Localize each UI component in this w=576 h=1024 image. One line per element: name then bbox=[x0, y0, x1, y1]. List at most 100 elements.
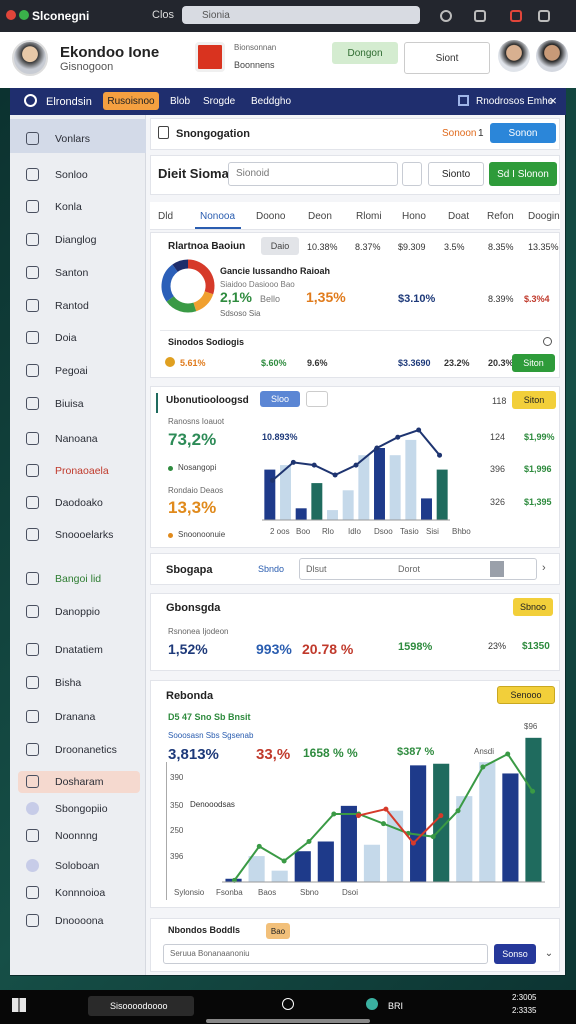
sidebar-item[interactable]: Rantod bbox=[55, 300, 89, 312]
tab[interactable]: Deon bbox=[308, 211, 332, 222]
chip[interactable]: Bao bbox=[266, 923, 290, 939]
profile-button[interactable]: Siont bbox=[404, 42, 490, 74]
tab[interactable]: Hono bbox=[402, 211, 426, 222]
tab[interactable]: Nonooa bbox=[200, 211, 236, 222]
sub-arrow[interactable] bbox=[543, 337, 552, 346]
line-point bbox=[281, 858, 287, 864]
filter-link[interactable]: Sbndo bbox=[258, 564, 285, 574]
sidebar-item[interactable]: Sonloo bbox=[55, 169, 88, 181]
report-line: Sooosasn Sbs Sgsenab bbox=[168, 731, 254, 740]
line-point bbox=[256, 843, 262, 849]
sidebar-item[interactable]: Konla bbox=[55, 201, 82, 213]
tab[interactable]: Rlomi bbox=[356, 211, 382, 222]
sidebar-item[interactable]: Daodoako bbox=[55, 497, 103, 509]
search-input[interactable] bbox=[228, 162, 398, 186]
app-tab[interactable]: Blob bbox=[170, 96, 191, 107]
sidebar-item[interactable]: Konnnoioa bbox=[55, 887, 106, 899]
sidebar-item[interactable]: Pegoai bbox=[55, 365, 88, 377]
summary-stat: $3.10% bbox=[398, 293, 436, 305]
axis-label: 396 bbox=[490, 464, 506, 474]
sidebar-item[interactable]: Dnatatiem bbox=[55, 644, 103, 656]
taskbar-icon[interactable] bbox=[366, 998, 378, 1010]
filter-input[interactable] bbox=[299, 558, 537, 580]
app-tab[interactable]: Beddgho bbox=[251, 96, 292, 107]
chevron[interactable]: › bbox=[542, 562, 546, 574]
card-title: Rlartnoa Baoiun bbox=[168, 241, 246, 252]
header-button[interactable]: Sonon bbox=[490, 123, 556, 143]
right-value: $1,996 bbox=[524, 464, 552, 474]
search-placeholder: Sionoid bbox=[236, 168, 270, 179]
taskbar-icon[interactable] bbox=[282, 998, 294, 1010]
address-bar[interactable] bbox=[182, 6, 420, 24]
taskbar-app[interactable] bbox=[88, 996, 194, 1016]
header-title: Snongogation bbox=[176, 128, 250, 140]
bar bbox=[456, 796, 473, 882]
sidebar-item[interactable]: Noonnng bbox=[55, 830, 98, 842]
sidebar-item[interactable]: Santon bbox=[55, 267, 89, 279]
sidebar-item[interactable]: Bangoi lid bbox=[55, 573, 102, 585]
browser-icon[interactable] bbox=[474, 10, 486, 22]
card-icon[interactable] bbox=[306, 391, 328, 407]
donut-segment bbox=[187, 259, 215, 295]
profile-button[interactable]: Dongon bbox=[332, 42, 398, 64]
browser-icon[interactable] bbox=[440, 10, 452, 22]
x-label: Rlo bbox=[322, 527, 335, 536]
sidebar-item[interactable]: Dianglog bbox=[55, 234, 97, 246]
tab[interactable]: Dld bbox=[158, 211, 174, 222]
tab[interactable]: Doono bbox=[256, 211, 286, 222]
start-icon[interactable] bbox=[12, 998, 26, 1012]
card-button[interactable]: Siton bbox=[512, 354, 555, 372]
axis-label: 250 bbox=[170, 826, 184, 835]
tab[interactable]: Doogin bbox=[528, 211, 560, 222]
line-point bbox=[505, 751, 511, 757]
line-point bbox=[374, 445, 380, 451]
sidebar-item[interactable]: Droonanetics bbox=[55, 744, 117, 756]
close-icon[interactable]: × bbox=[549, 93, 557, 108]
sidebar-item[interactable]: Dranana bbox=[55, 711, 96, 723]
badge[interactable]: Sbnoo bbox=[513, 598, 553, 616]
search-button[interactable]: Sionto bbox=[428, 162, 484, 186]
sidebar-item[interactable]: Doia bbox=[55, 332, 77, 344]
primary-button[interactable]: Sd I Slonon bbox=[489, 162, 557, 186]
line-point bbox=[290, 459, 296, 465]
summary-stat: 2,1% bbox=[220, 289, 252, 305]
sidebar-icon bbox=[26, 168, 39, 181]
sidebar-item[interactable]: Bisha bbox=[55, 677, 82, 689]
sidebar-item[interactable]: Nanoana bbox=[55, 433, 98, 445]
sidebar-icon bbox=[26, 432, 39, 445]
browser-icon[interactable] bbox=[538, 10, 550, 22]
sidebar-item[interactable]: Soloboan bbox=[55, 860, 100, 872]
x-label: 2 oos bbox=[270, 527, 290, 536]
sidebar-item[interactable]: Biuisa bbox=[55, 398, 84, 410]
app-tab[interactable]: Rusoisnoo bbox=[103, 92, 159, 110]
sidebar-item[interactable]: Pronaoaela bbox=[55, 465, 109, 477]
bar bbox=[525, 737, 542, 882]
badge[interactable]: Siton bbox=[512, 391, 556, 409]
browser-icon[interactable] bbox=[510, 10, 522, 22]
chip[interactable]: Daio bbox=[261, 237, 299, 255]
axis-label: 124 bbox=[490, 432, 506, 442]
app-bar-right[interactable]: Rnodrosos Emhe bbox=[476, 96, 554, 107]
dropdown[interactable]: ⌄ bbox=[544, 948, 554, 959]
badge[interactable]: Senooo bbox=[497, 686, 555, 704]
nav-button[interactable]: Clos bbox=[152, 9, 175, 21]
sidebar-item[interactable]: Snoooelarks bbox=[55, 529, 114, 541]
filter-text: Dorot bbox=[398, 564, 421, 574]
sidebar-item[interactable]: Sbongopiio bbox=[55, 803, 108, 815]
tab[interactable]: Refon bbox=[487, 211, 514, 222]
sidebar-icon bbox=[26, 743, 39, 756]
sidebar-icon bbox=[26, 676, 39, 689]
taskbar-app-label: Sisoooodoooo bbox=[110, 1001, 168, 1011]
search-icon-button[interactable] bbox=[402, 162, 422, 186]
sidebar-item[interactable]: Dosharam bbox=[55, 776, 104, 788]
tab[interactable]: Doat bbox=[448, 211, 470, 222]
line-point bbox=[480, 764, 486, 770]
footer-input[interactable] bbox=[163, 944, 488, 964]
app-tab[interactable]: Srogde bbox=[203, 96, 236, 107]
sidebar-item[interactable]: Danoppio bbox=[55, 606, 100, 618]
x-label: Sylonsio bbox=[174, 888, 205, 897]
footer-button[interactable]: Sonso bbox=[494, 944, 536, 964]
sidebar-item[interactable]: Dnoooona bbox=[55, 915, 104, 927]
card-button[interactable]: Sloo bbox=[260, 391, 300, 407]
sidebar-item[interactable]: Vonlars bbox=[55, 133, 91, 145]
